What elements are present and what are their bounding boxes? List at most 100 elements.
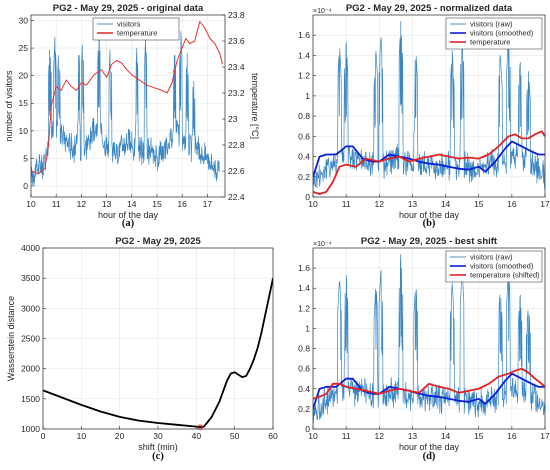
x-tick-label: 12 bbox=[375, 199, 385, 209]
legend-label: visitors (smoothed) bbox=[470, 262, 534, 271]
y-tick-label-right: 22.8 bbox=[228, 140, 245, 150]
y-tick-label: 2000 bbox=[21, 364, 40, 374]
x-tick-label: 17 bbox=[540, 199, 550, 209]
x-tick-label: 17 bbox=[540, 431, 550, 441]
x-tick-label: 16 bbox=[507, 431, 517, 441]
x-axis-label: hour of the day bbox=[98, 210, 159, 220]
axes-box bbox=[312, 247, 546, 430]
y-tick-label: 0 bbox=[305, 424, 310, 434]
y-exponent-label: ×10⁻⁴ bbox=[313, 8, 332, 15]
y-exponent-label: ×10⁻⁴ bbox=[313, 241, 332, 248]
panel-caption: (c) bbox=[152, 451, 164, 462]
series-line-visitors bbox=[31, 25, 221, 187]
series-line-temperature-shifted- bbox=[313, 367, 545, 400]
series-group bbox=[313, 20, 545, 195]
y-tick-label-right: 23.4 bbox=[228, 62, 245, 72]
x-tick-label: 11 bbox=[342, 199, 351, 209]
y-tick-label: 15 bbox=[19, 98, 29, 108]
y-axis-label-right: temperature [°C] bbox=[250, 73, 260, 139]
x-tick-label: 15 bbox=[474, 199, 484, 209]
y-tick-label: 0.8 bbox=[298, 344, 310, 354]
y-tick-label: 0.2 bbox=[298, 404, 310, 414]
y-tick-label: 0.8 bbox=[298, 111, 310, 121]
panel-caption: (a) bbox=[122, 218, 135, 229]
y-tick-label: 1.2 bbox=[298, 303, 310, 313]
x-tick-label: 16 bbox=[507, 199, 517, 209]
y-tick-label: 0 bbox=[305, 192, 310, 202]
y-tick-label: 4000 bbox=[21, 243, 40, 253]
x-tick-label: 20 bbox=[115, 431, 125, 441]
legend-label: temperature bbox=[470, 38, 510, 47]
x-tick-label: 13 bbox=[102, 199, 112, 209]
y-tick-label-right: 23.2 bbox=[228, 88, 245, 98]
series-line-temperature bbox=[313, 130, 545, 195]
legend-label: visitors (raw) bbox=[470, 253, 513, 262]
series-line-visitors-raw- bbox=[313, 20, 545, 193]
panel-d: 10 11 12 13 14 15 16 17 0 0.2 0.4 0.6 0.8 1 1.2 1.4 1.6 ×… bbox=[298, 236, 550, 462]
y-tick-label: 1 bbox=[305, 91, 310, 101]
legend-label: visitors bbox=[117, 20, 141, 29]
y-tick-label: 20 bbox=[19, 71, 29, 81]
y-tick-label: 0.6 bbox=[298, 364, 310, 374]
series-line-visitors-smoothed- bbox=[313, 140, 545, 178]
panel-b: 10 11 12 13 14 15 16 17 0 0.2 0.4 0.6 0.8 1 1.2 1.4 1.6 ×… bbox=[298, 3, 550, 229]
y-tick-label: 25 bbox=[19, 43, 29, 53]
y-tick-label: 0 bbox=[23, 181, 28, 191]
y-tick-label: 1.4 bbox=[298, 283, 310, 293]
legend-label: visitors (smoothed) bbox=[470, 29, 534, 38]
y-tick-label-right: 23 bbox=[228, 114, 238, 124]
chart-title: PG2 - May 29, 2025 - normalized data bbox=[346, 3, 513, 14]
x-tick-label: 17 bbox=[203, 199, 213, 209]
y-tick-label: 1500 bbox=[21, 394, 40, 404]
x-tick-label: 10 bbox=[308, 431, 318, 441]
y-tick-label: 1.6 bbox=[298, 263, 310, 273]
series-line-distance bbox=[43, 278, 273, 429]
y-tick-label: 2500 bbox=[21, 334, 40, 344]
series-group bbox=[31, 21, 223, 187]
x-tick-label: 10 bbox=[77, 431, 87, 441]
x-axis-label: shift (min) bbox=[138, 442, 178, 452]
legend-label: visitors (raw) bbox=[470, 20, 513, 29]
chart-title: PG2 - May 29, 2025 bbox=[115, 236, 201, 247]
x-tick-label: 50 bbox=[230, 431, 240, 441]
panel-a: 10 11 12 13 14 15 16 17 0 5 10 15 20 25 30 22.4 22.6 22.8… bbox=[4, 3, 260, 229]
minimum-marker bbox=[197, 424, 203, 430]
y-tick-label-right: 23.8 bbox=[228, 10, 245, 20]
x-tick-label: 12 bbox=[77, 199, 87, 209]
legend-label: temperature bbox=[117, 29, 157, 38]
y-tick-label: 30 bbox=[19, 16, 29, 26]
x-tick-label: 13 bbox=[408, 431, 418, 441]
series-line-visitors-smoothed- bbox=[313, 372, 545, 410]
series-group bbox=[313, 253, 545, 423]
chart-title: PG2 - May 29, 2025 - original data bbox=[53, 3, 204, 14]
legend-box bbox=[92, 17, 180, 41]
y-tick-label: 1.6 bbox=[298, 30, 310, 40]
chart-title: PG2 - May 29, 2025 - best shift bbox=[361, 236, 498, 247]
y-tick-label: 0.4 bbox=[298, 384, 310, 394]
axes-box bbox=[312, 14, 546, 198]
x-tick-label: 11 bbox=[342, 431, 351, 441]
x-tick-label: 15 bbox=[152, 199, 162, 209]
x-tick-label: 15 bbox=[474, 431, 484, 441]
legend: visitors (raw)visitors (smoothed)tempera… bbox=[445, 17, 543, 50]
x-tick-label: 13 bbox=[408, 199, 418, 209]
y-tick-label: 1.2 bbox=[298, 71, 310, 81]
y-tick-label: 10 bbox=[19, 126, 29, 136]
y-tick-label-right: 22.6 bbox=[228, 166, 245, 176]
panel-caption: (d) bbox=[423, 451, 436, 462]
axes-box bbox=[30, 14, 226, 198]
x-tick-label: 30 bbox=[153, 431, 163, 441]
y-tick-label: 1.4 bbox=[298, 50, 310, 60]
x-tick-label: 11 bbox=[52, 199, 61, 209]
x-tick-label: 60 bbox=[268, 431, 278, 441]
y-tick-label: 5 bbox=[23, 153, 28, 163]
x-tick-label: 10 bbox=[26, 199, 36, 209]
y-tick-label: 0.6 bbox=[298, 131, 310, 141]
y-tick-label: 0.2 bbox=[298, 172, 310, 182]
x-tick-label: 14 bbox=[441, 431, 451, 441]
x-axis-label: hour of the day bbox=[399, 210, 460, 220]
y-tick-label-right: 22.4 bbox=[228, 192, 245, 202]
y-axis-label: number of visitors bbox=[4, 70, 14, 142]
